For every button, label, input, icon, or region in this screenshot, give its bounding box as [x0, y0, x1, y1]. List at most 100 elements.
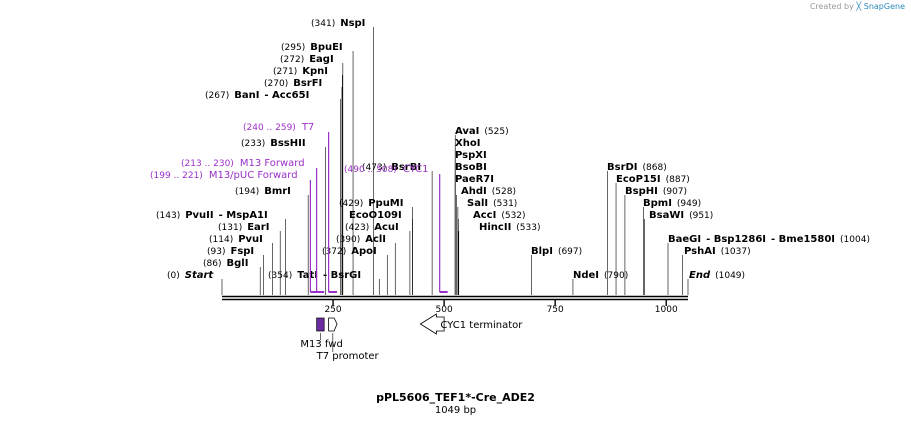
site-label-93-fspi: (93) FspI [207, 246, 254, 257]
cut-position: (697) [558, 247, 582, 257]
cut-position: (295) [281, 43, 305, 53]
primer-name: M13 Forward [240, 158, 305, 169]
cut-position: (354) [268, 271, 292, 281]
site-label-272-eagi: (272) EagI [280, 54, 334, 65]
cut-position: (233) [241, 139, 265, 149]
enzyme-name: AcuI [374, 222, 399, 233]
cut-position: (951) [689, 211, 713, 221]
ruler-tick-label: 1000 [655, 305, 678, 315]
site-label-bsawi-951: BsaWI (951) [649, 210, 713, 221]
site-label-pspxi: PspXI [455, 150, 487, 161]
snapgene-logo-icon: ╳ [856, 2, 862, 11]
enzyme-name: PshAI [684, 246, 716, 257]
enzyme-name: EcoO109I [349, 210, 402, 221]
ruler-tick-label: 250 [324, 305, 341, 315]
cut-position: (525) [484, 127, 508, 137]
site-label-341-nspi: (341) NspI [311, 18, 365, 29]
enzyme-name: - Acc65I [264, 90, 309, 101]
site-label-acci-532: AccI (532) [473, 210, 526, 221]
enzyme-name: - Bsp1286I [706, 234, 766, 245]
primer-name: M13/pUC Forward [209, 170, 298, 181]
ruler-tick-label: 750 [547, 305, 564, 315]
cut-position: (907) [663, 187, 687, 197]
primer-name: CYC1 [403, 164, 429, 175]
enzyme-name: - MspA1I [219, 210, 268, 221]
site-label-bsphi-907: BspHI (907) [625, 186, 687, 197]
enzyme-name: BssHII [270, 138, 305, 149]
cut-position: (1049) [715, 271, 745, 281]
site-label-blpi-697: BlpI (697) [531, 246, 582, 257]
cut-position: (114) [209, 235, 233, 245]
site-label-baegi-bsp1286i-bme1580i-1004: BaeGI - Bsp1286I - Bme1580I (1004) [668, 234, 870, 245]
enzyme-name: FspI [230, 246, 254, 257]
cut-position: (271) [273, 67, 297, 77]
site-label-sali-531: SalI (531) [467, 198, 517, 209]
primer-label-t7: (240 .. 259) T7 [243, 122, 314, 133]
cut-position: (267) [205, 91, 229, 101]
enzyme-name: PspXI [455, 150, 487, 161]
ruler-tick-label: 500 [436, 305, 453, 315]
map-title-block: pPL5606_TEF1*-Cre_ADE2 1049 bp [0, 391, 911, 417]
primer-label-m13-puc-forward: (199 .. 221) M13/pUC Forward [150, 170, 298, 181]
cut-position: (868) [643, 163, 667, 173]
enzyme-name: BlpI [531, 246, 553, 257]
credit-prefix: Created by [809, 2, 854, 11]
enzyme-name: BsrBI [391, 162, 421, 173]
site-label-86-bgli: (86) BglI [203, 258, 248, 269]
site-label-0-start: (0) Start [167, 270, 214, 281]
enzyme-name: ApoI [351, 246, 377, 257]
feature-label-m13-fwd: M13 fwd [300, 339, 342, 350]
cut-position: (532) [501, 211, 525, 221]
site-label-pshai-1037: PshAI (1037) [684, 246, 751, 257]
enzyme-name: XhoI [455, 138, 480, 149]
site-label-354-tati-bsrgi: (354) TatI - BsrGI [268, 270, 361, 281]
enzyme-name: KpnI [302, 66, 328, 77]
cut-position: (528) [492, 187, 516, 197]
cut-position: (423) [345, 223, 369, 233]
primer-label-m13-forward: (213 .. 230) M13 Forward [181, 158, 305, 169]
enzyme-name: AvaI [455, 126, 479, 137]
site-label-paer7i: PaeR7I [455, 174, 494, 185]
site-label-ndei-790: NdeI (790) [573, 270, 628, 281]
enzyme-name: BsrDI [607, 162, 638, 173]
site-label-131-eari: (131) EarI [218, 222, 269, 233]
feature-label-cyc1-terminator: CYC1 terminator [440, 320, 523, 331]
enzyme-name: TatI [297, 270, 318, 281]
enzyme-name: AhdI [461, 186, 487, 197]
snapgene-credit: Created by ╳ SnapGene [810, 2, 905, 11]
enzyme-name: NdeI [573, 270, 599, 281]
site-label-473-bsrbi: (473) BsrBI [362, 162, 421, 173]
cut-position: (531) [493, 199, 517, 209]
site-label-372-apoi: (372) ApoI [322, 246, 377, 257]
cut-position: (341) [311, 19, 335, 29]
site-label-423-acui: (423) AcuI [345, 222, 399, 233]
feature-m13-fwd-box [316, 317, 325, 332]
enzyme-name: BsoBI [455, 162, 487, 173]
primer-label-cyc1: (490 .. 508) CYC1 [344, 164, 429, 175]
cut-position: (949) [677, 199, 701, 209]
enzyme-name: AccI [473, 210, 496, 221]
primer-range: (240 .. 259) [243, 123, 296, 133]
site-label-bpmi-949: BpmI (949) [643, 198, 701, 209]
site-label-143-pvuii-mspa1i: (143) PvuII - MspA1I [156, 210, 268, 221]
enzyme-name: EcoP15I [616, 174, 661, 185]
enzyme-name: BaeGI [668, 234, 701, 245]
site-label-avai-525: AvaI (525) [455, 126, 509, 137]
cut-position: (194) [235, 187, 259, 197]
site-label-271-kpni: (271) KpnI [273, 66, 328, 77]
cut-position: (1037) [721, 247, 751, 257]
cut-position: (86) [203, 259, 221, 269]
enzyme-name: NspI [340, 18, 365, 29]
feature-label-t7-promoter: T7 promoter [316, 351, 380, 362]
enzyme-name: AclI [365, 234, 386, 245]
cut-position: (0) [167, 271, 180, 281]
enzyme-name: - BsrGI [323, 270, 361, 281]
enzyme-name: PvuI [238, 234, 263, 245]
site-label-ecop15i-887: EcoP15I (887) [616, 174, 690, 185]
plasmid-length: 1049 bp [434, 405, 477, 416]
enzyme-name: HincII [479, 222, 511, 233]
site-label-233-bsshii: (233) BssHII [241, 138, 306, 149]
cut-position: (473) [362, 163, 386, 173]
enzyme-name: PvuII [185, 210, 213, 221]
primer-range: (213 .. 230) [181, 159, 234, 169]
